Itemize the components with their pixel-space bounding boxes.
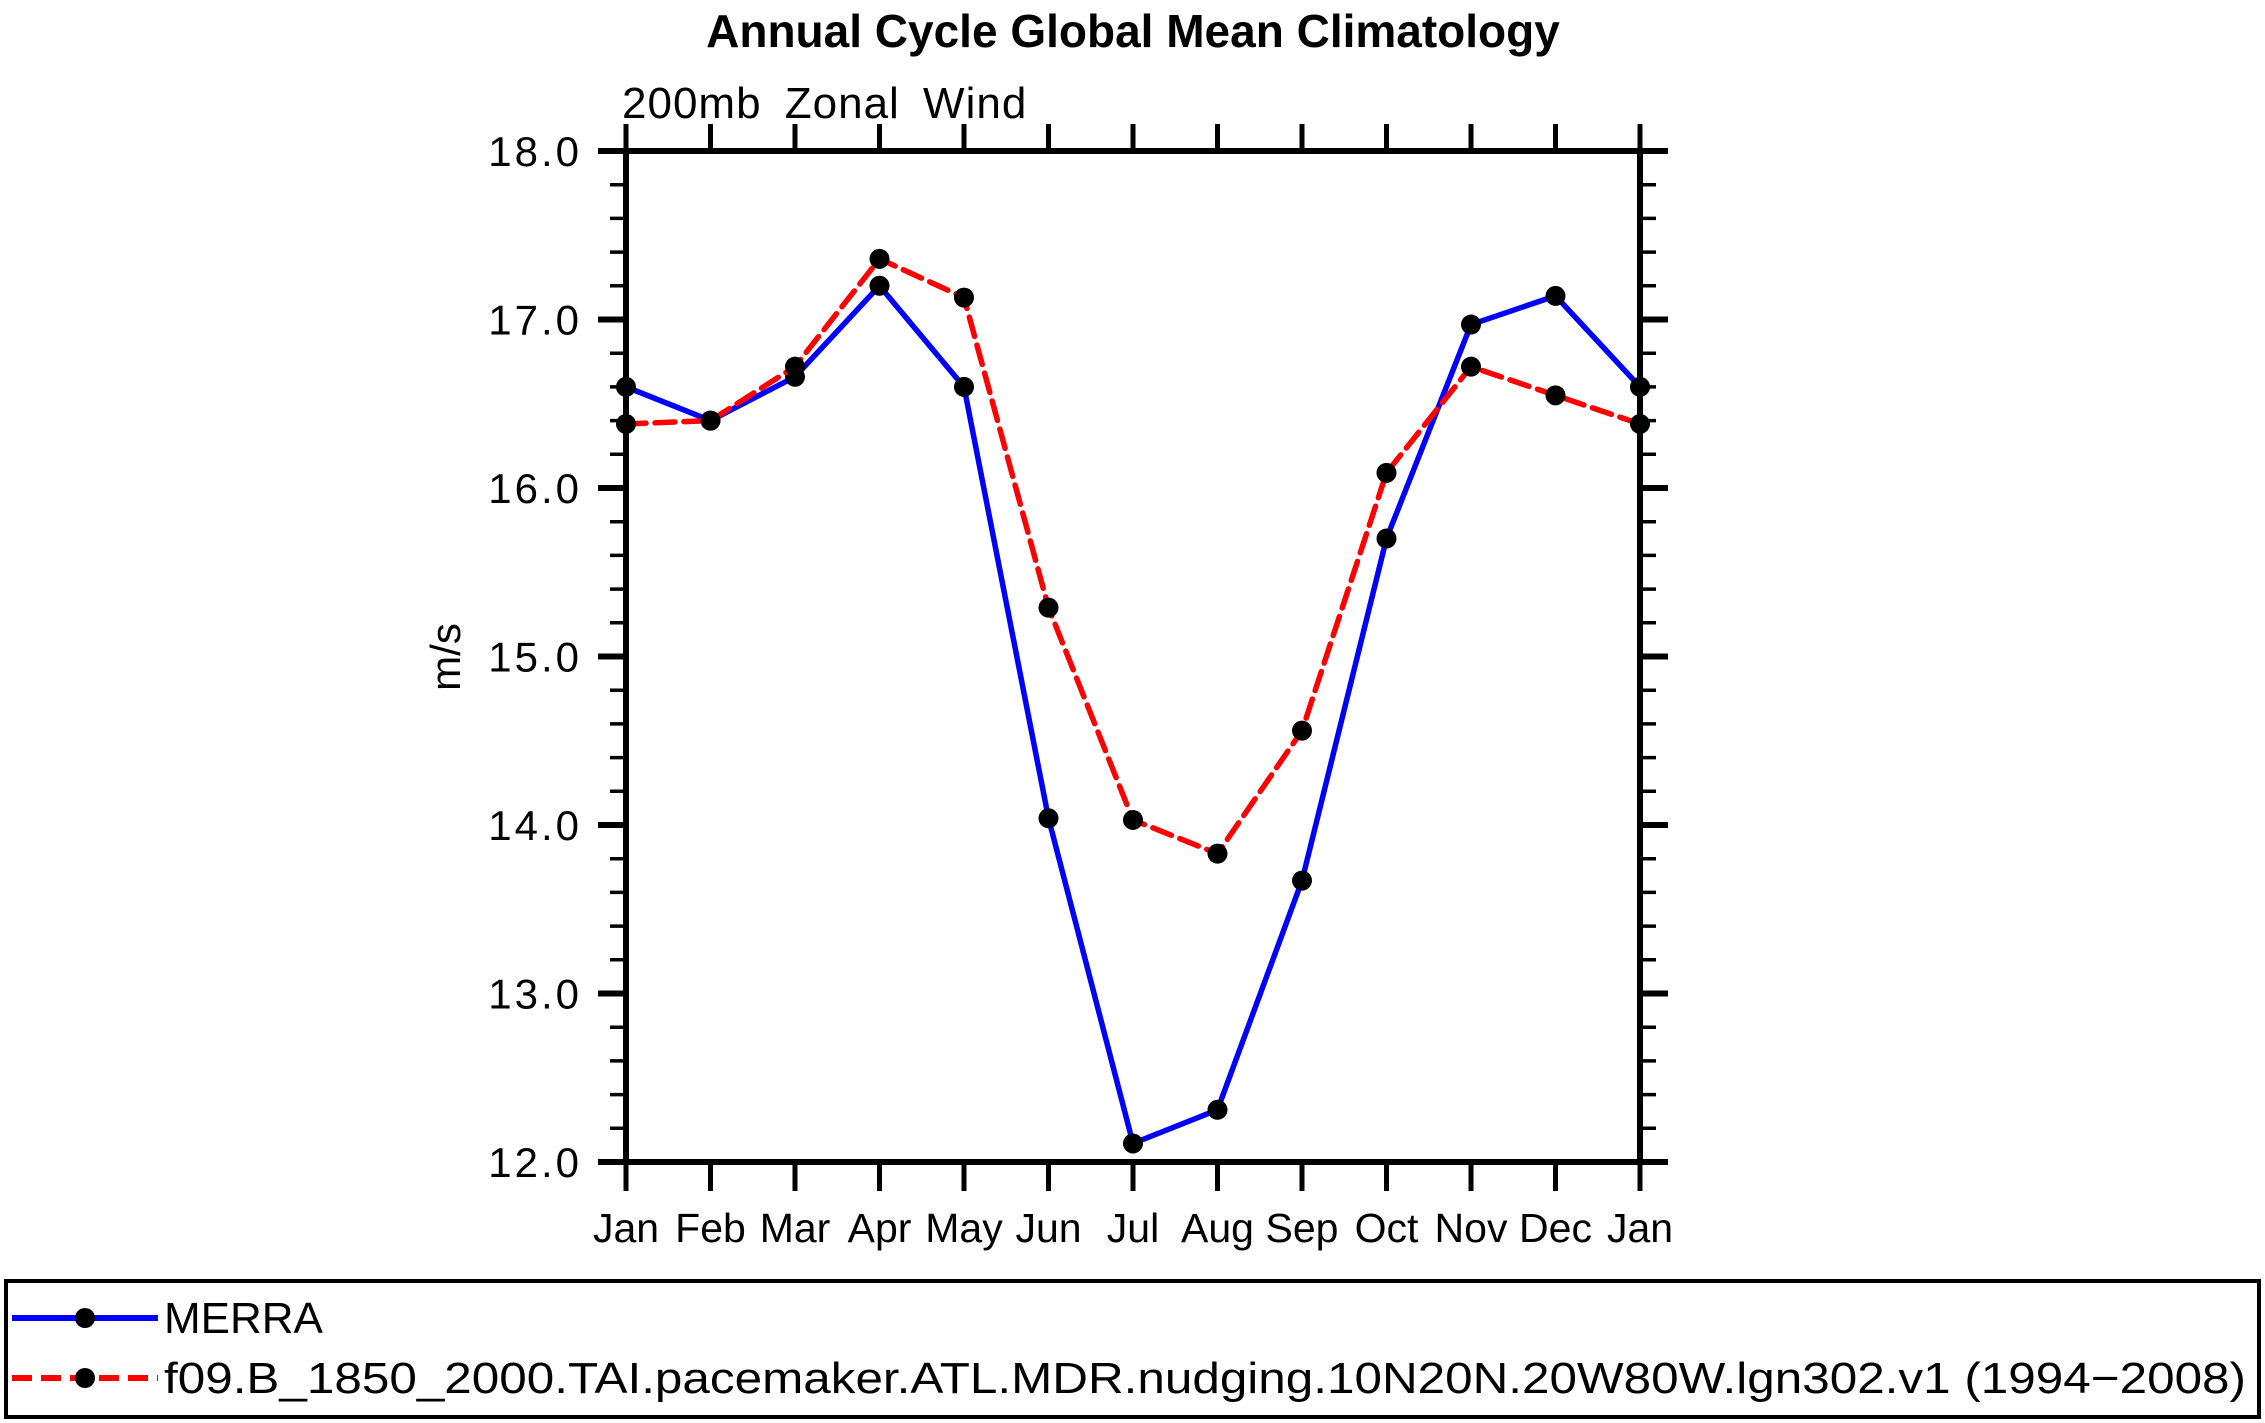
legend-box	[4, 1279, 2261, 1419]
model-data-point-marker	[785, 356, 805, 377]
model-data-point-marker	[1630, 413, 1650, 434]
x-tick-label: Jan	[593, 1205, 659, 1251]
legend: MERRA f09.B_1850_2000.TAI.pacemaker.ATL.…	[4, 1279, 2261, 1419]
y-axis-label: m/s	[422, 623, 469, 691]
merra-data-point-marker	[616, 376, 636, 397]
data-series	[616, 248, 1650, 1154]
model-data-point-marker	[1292, 720, 1312, 741]
model-data-point-marker	[616, 413, 636, 434]
merra-data-point-marker	[954, 376, 974, 397]
model-data-point-marker	[1038, 597, 1059, 618]
model-legend-marker	[75, 1368, 95, 1388]
merra-data-point-marker	[1207, 1099, 1228, 1120]
y-tick-label: 18.0	[488, 128, 582, 175]
model-data-point-marker	[1545, 385, 1566, 406]
model-data-point-marker	[1123, 809, 1143, 830]
x-tick-label: Nov	[1435, 1205, 1508, 1251]
y-tick-label: 15.0	[488, 634, 582, 681]
model-data-point-marker	[954, 287, 974, 308]
x-tick-label: Jun	[1015, 1205, 1081, 1251]
y-tick-label: 16.0	[488, 465, 582, 512]
model-data-point-marker	[700, 410, 721, 431]
legend-entry-merra: MERRA	[12, 1294, 324, 1343]
y-tick-label: 12.0	[488, 1139, 582, 1186]
chart-subtitle: 200mb Zonal Wind	[622, 79, 1027, 128]
x-tick-label: Aug	[1181, 1205, 1254, 1251]
x-tick-label: Sep	[1266, 1205, 1339, 1251]
model-data-point-marker	[1207, 843, 1228, 864]
legend-entry-model: f09.B_1850_2000.TAI.pacemaker.ATL.MDR.nu…	[12, 1354, 2246, 1403]
plot-frame	[623, 148, 1643, 1165]
model-data-point-marker	[869, 248, 890, 269]
x-tick-label: Jan	[1607, 1205, 1673, 1251]
y-tick-label: 13.0	[488, 971, 582, 1018]
merra-line	[623, 283, 1643, 1147]
y-tick-label: 17.0	[488, 297, 582, 344]
merra-data-point-marker	[1038, 808, 1059, 829]
model-data-point-marker	[1461, 356, 1481, 377]
x-tick-label: May	[925, 1205, 1003, 1251]
model-data-point-marker	[1376, 462, 1397, 483]
x-tick-label: Feb	[675, 1205, 746, 1251]
axis-ticks	[598, 124, 1668, 1191]
y-tick-label: 14.0	[488, 802, 582, 849]
merra-data-point-marker	[869, 275, 890, 296]
merra-data-point-marker	[1545, 285, 1566, 306]
merra-data-point-marker	[1376, 528, 1397, 549]
x-tick-label: Oct	[1355, 1205, 1419, 1251]
merra-data-point-marker	[1630, 376, 1650, 397]
x-tick-label: Dec	[1519, 1205, 1592, 1251]
merra-legend-marker	[75, 1308, 95, 1328]
model-legend-label: f09.B_1850_2000.TAI.pacemaker.ATL.MDR.nu…	[164, 1354, 2246, 1403]
merra-data-point-marker	[1123, 1133, 1143, 1154]
chart-title: Annual Cycle Global Mean Climatology	[706, 5, 1560, 57]
merra-data-point-marker	[1292, 870, 1312, 891]
merra-legend-label: MERRA	[164, 1294, 324, 1343]
x-tick-label: Apr	[848, 1205, 912, 1251]
x-tick-label: Jul	[1107, 1205, 1159, 1251]
x-tick-label: Mar	[760, 1205, 831, 1251]
merra-data-point-marker	[1461, 314, 1481, 335]
model-line	[623, 256, 1643, 857]
